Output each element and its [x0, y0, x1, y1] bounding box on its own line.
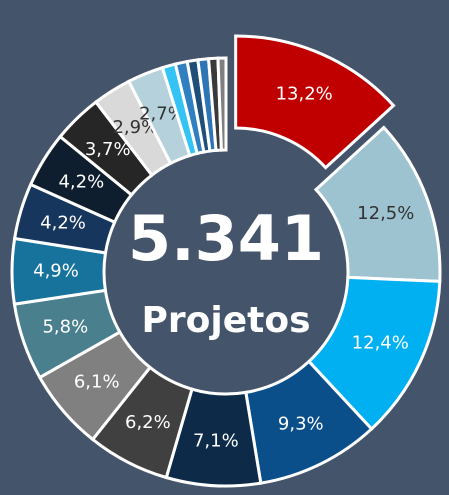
- slice-label: 3,7%: [85, 139, 131, 160]
- slice-label: 2,9%: [112, 117, 158, 138]
- slice-label: 13,2%: [276, 83, 333, 104]
- slice-label: 4,2%: [58, 172, 104, 193]
- center-hole: [106, 152, 346, 392]
- slice: [234, 34, 396, 170]
- slice-label: 6,1%: [74, 371, 120, 392]
- slice-label: 4,9%: [33, 260, 79, 281]
- slice: [216, 56, 228, 152]
- slice-label: 5,8%: [42, 317, 88, 338]
- center-value: 5.341: [128, 202, 324, 275]
- slice-label: 6,2%: [125, 412, 171, 433]
- center-sublabel: Projetos: [142, 300, 311, 341]
- slice-label: 7,1%: [193, 431, 239, 452]
- slice-label: 12,5%: [357, 203, 414, 224]
- slice-label: 12,4%: [352, 332, 409, 353]
- slice-label: 9,3%: [278, 414, 324, 435]
- slice-label: 4,2%: [40, 213, 86, 234]
- slice-label: 2,7%: [139, 104, 185, 125]
